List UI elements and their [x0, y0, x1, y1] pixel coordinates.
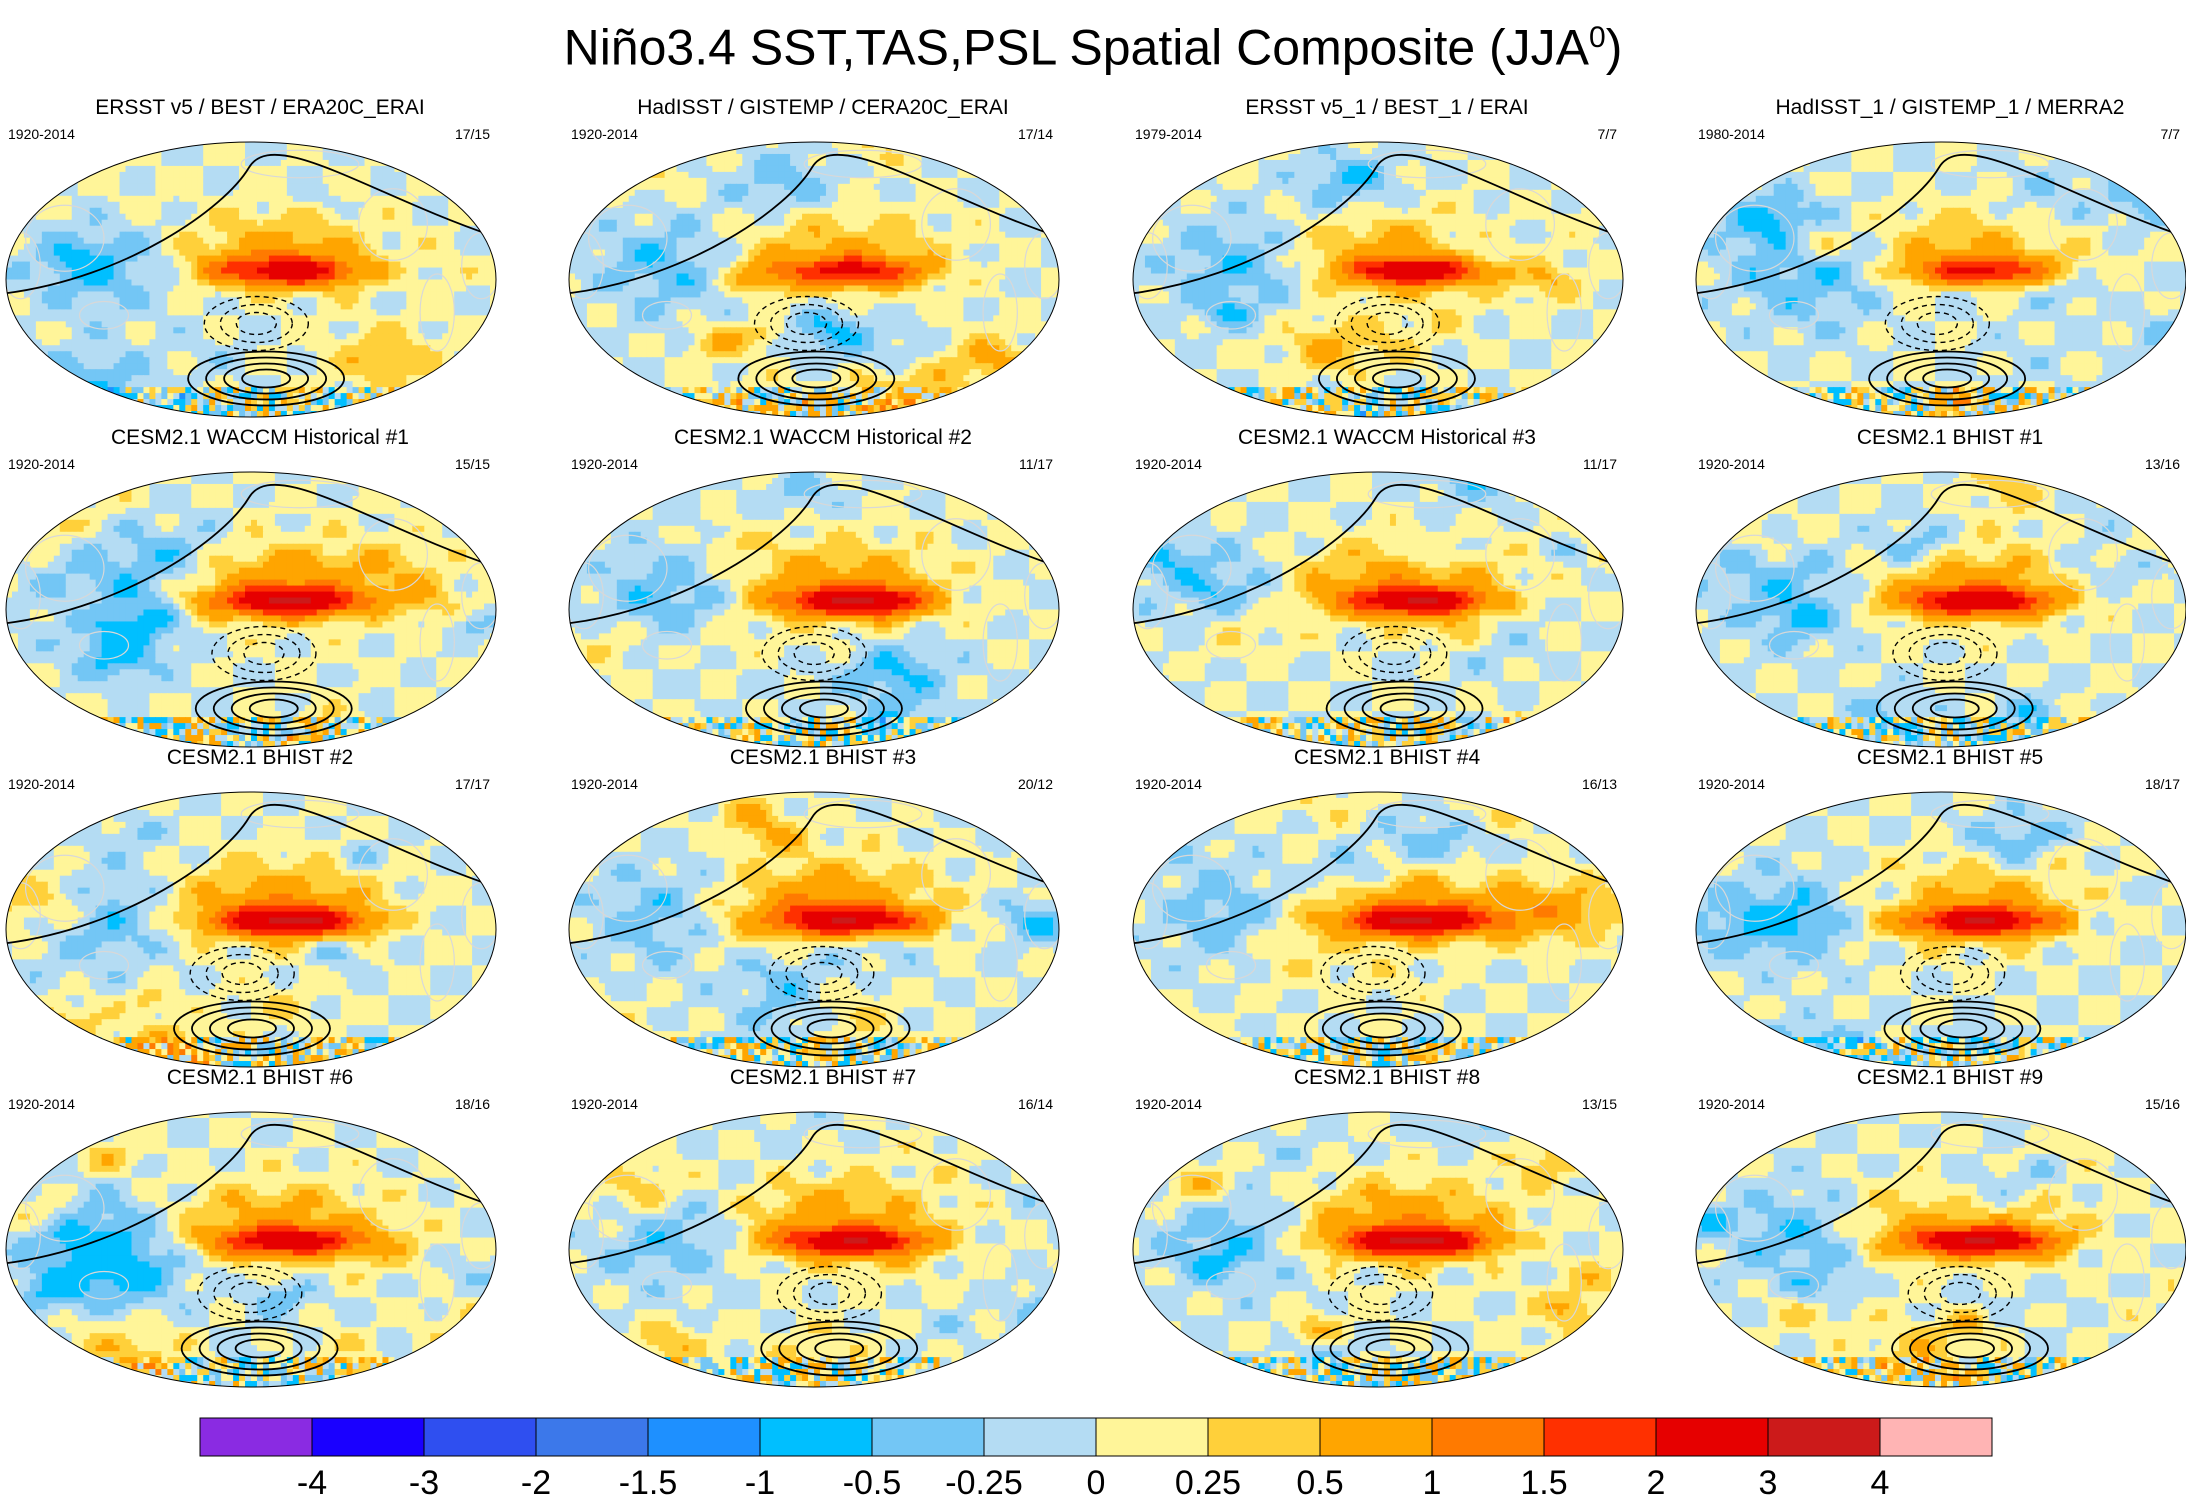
map-panel-grid: ERSST v5 / BEST / ERA20C_ERAI 1920-2014 17… [0, 0, 2186, 1430]
colorbar-label: 3 [1759, 1464, 1778, 1502]
panel-title: CESM2.1 BHIST #8 [1127, 1066, 1647, 1090]
colorbar-swatch [424, 1418, 536, 1456]
map-panel: HadISST_1 / GISTEMP_1 / MERRA2 1980-2014 7… [1690, 96, 2186, 426]
map-panel: ERSST v5 / BEST / ERA20C_ERAI 1920-2014 17… [0, 96, 520, 426]
panel-title: CESM2.1 BHIST #9 [1690, 1066, 2186, 1090]
composite-map [1694, 140, 2186, 419]
colorbar-label: 1 [1423, 1464, 1442, 1502]
colorbar-swatch [312, 1418, 424, 1456]
composite-map [1131, 470, 1625, 749]
map-panel: CESM2.1 BHIST #5 1920-2014 18/17 [1690, 746, 2186, 1076]
colorbar-label: -0.25 [945, 1464, 1023, 1502]
colorbar-swatch [1432, 1418, 1544, 1456]
map-panel: CESM2.1 BHIST #4 1920-2014 16/13 [1127, 746, 1647, 1076]
panel-title: CESM2.1 BHIST #4 [1127, 746, 1647, 770]
composite-map [1694, 1110, 2186, 1389]
colorbar-swatch [648, 1418, 760, 1456]
composite-map [567, 140, 1061, 419]
colorbar-swatch [1880, 1418, 1992, 1456]
panel-title: ERSST v5 / BEST / ERA20C_ERAI [0, 96, 520, 120]
map-panel: CESM2.1 WACCM Historical #2 1920-2014 11/1… [563, 426, 1083, 756]
colorbar-label: -4 [297, 1464, 327, 1502]
map-panel: CESM2.1 BHIST #6 1920-2014 18/16 [0, 1066, 520, 1396]
composite-map [1694, 470, 2186, 749]
colorbar-swatch [1320, 1418, 1432, 1456]
colorbar-swatch [1768, 1418, 1880, 1456]
colorbar-swatch [1096, 1418, 1208, 1456]
panel-title: HadISST / GISTEMP / CERA20C_ERAI [563, 96, 1083, 120]
map-panel: CESM2.1 BHIST #8 1920-2014 13/15 [1127, 1066, 1647, 1396]
composite-map [4, 470, 498, 749]
composite-map [1131, 1110, 1625, 1389]
panel-title: CESM2.1 BHIST #1 [1690, 426, 2186, 450]
colorbar-swatch [536, 1418, 648, 1456]
colorbar-label: 4 [1871, 1464, 1890, 1502]
panel-title: ERSST v5_1 / BEST_1 / ERAI [1127, 96, 1647, 120]
composite-map [4, 140, 498, 419]
colorbar-label: -1.5 [619, 1464, 678, 1502]
panel-title: CESM2.1 WACCM Historical #1 [0, 426, 520, 450]
composite-map [567, 1110, 1061, 1389]
panel-title: CESM2.1 BHIST #3 [563, 746, 1083, 770]
composite-map [567, 790, 1061, 1069]
colorbar-label: 0.5 [1296, 1464, 1343, 1502]
composite-map [4, 790, 498, 1069]
map-panel: CESM2.1 BHIST #1 1920-2014 13/16 [1690, 426, 2186, 756]
composite-map [567, 470, 1061, 749]
colorbar-swatch [760, 1418, 872, 1456]
composite-map [1694, 790, 2186, 1069]
panel-title: CESM2.1 BHIST #7 [563, 1066, 1083, 1090]
colorbar-swatch [1656, 1418, 1768, 1456]
colorbar-swatch [984, 1418, 1096, 1456]
colorbar-label: 0 [1087, 1464, 1106, 1502]
map-panel: CESM2.1 BHIST #7 1920-2014 16/14 [563, 1066, 1083, 1396]
composite-map [1131, 790, 1625, 1069]
panel-title: HadISST_1 / GISTEMP_1 / MERRA2 [1690, 96, 2186, 120]
panel-title: CESM2.1 WACCM Historical #3 [1127, 426, 1647, 450]
composite-map [1131, 140, 1625, 419]
colorbar-label: 0.25 [1175, 1464, 1241, 1502]
colorbar-swatch [1544, 1418, 1656, 1456]
colorbar-label: 1.5 [1520, 1464, 1567, 1502]
colorbar-swatch [872, 1418, 984, 1456]
colorbar-label: -0.5 [843, 1464, 902, 1502]
colorbar-label: -3 [409, 1464, 439, 1502]
map-panel: CESM2.1 BHIST #9 1920-2014 15/16 [1690, 1066, 2186, 1396]
map-panel: ERSST v5_1 / BEST_1 / ERAI 1979-2014 7/7 [1127, 96, 1647, 426]
panel-title: CESM2.1 BHIST #6 [0, 1066, 520, 1090]
panel-title: CESM2.1 WACCM Historical #2 [563, 426, 1083, 450]
map-panel: CESM2.1 BHIST #3 1920-2014 20/12 [563, 746, 1083, 1076]
map-panel: HadISST / GISTEMP / CERA20C_ERAI 1920-201… [563, 96, 1083, 426]
colorbar-swatch [200, 1418, 312, 1456]
colorbar-swatch [1208, 1418, 1320, 1456]
colorbar-label: -2 [521, 1464, 551, 1502]
colorbar-label: 2 [1647, 1464, 1666, 1502]
colorbar-label: -1 [745, 1464, 775, 1502]
map-panel: CESM2.1 WACCM Historical #1 1920-2014 15/1… [0, 426, 520, 756]
panel-title: CESM2.1 BHIST #5 [1690, 746, 2186, 770]
composite-map [4, 1110, 498, 1389]
map-panel: CESM2.1 BHIST #2 1920-2014 17/17 [0, 746, 520, 1076]
colorbar: -4 -3 -2 -1.5 -1 -0.5 -0.25 0 0.25 0.5 1 1.5 2 3 4 [0, 1410, 2186, 1508]
map-panel: CESM2.1 WACCM Historical #3 1920-2014 11/1… [1127, 426, 1647, 756]
panel-title: CESM2.1 BHIST #2 [0, 746, 520, 770]
